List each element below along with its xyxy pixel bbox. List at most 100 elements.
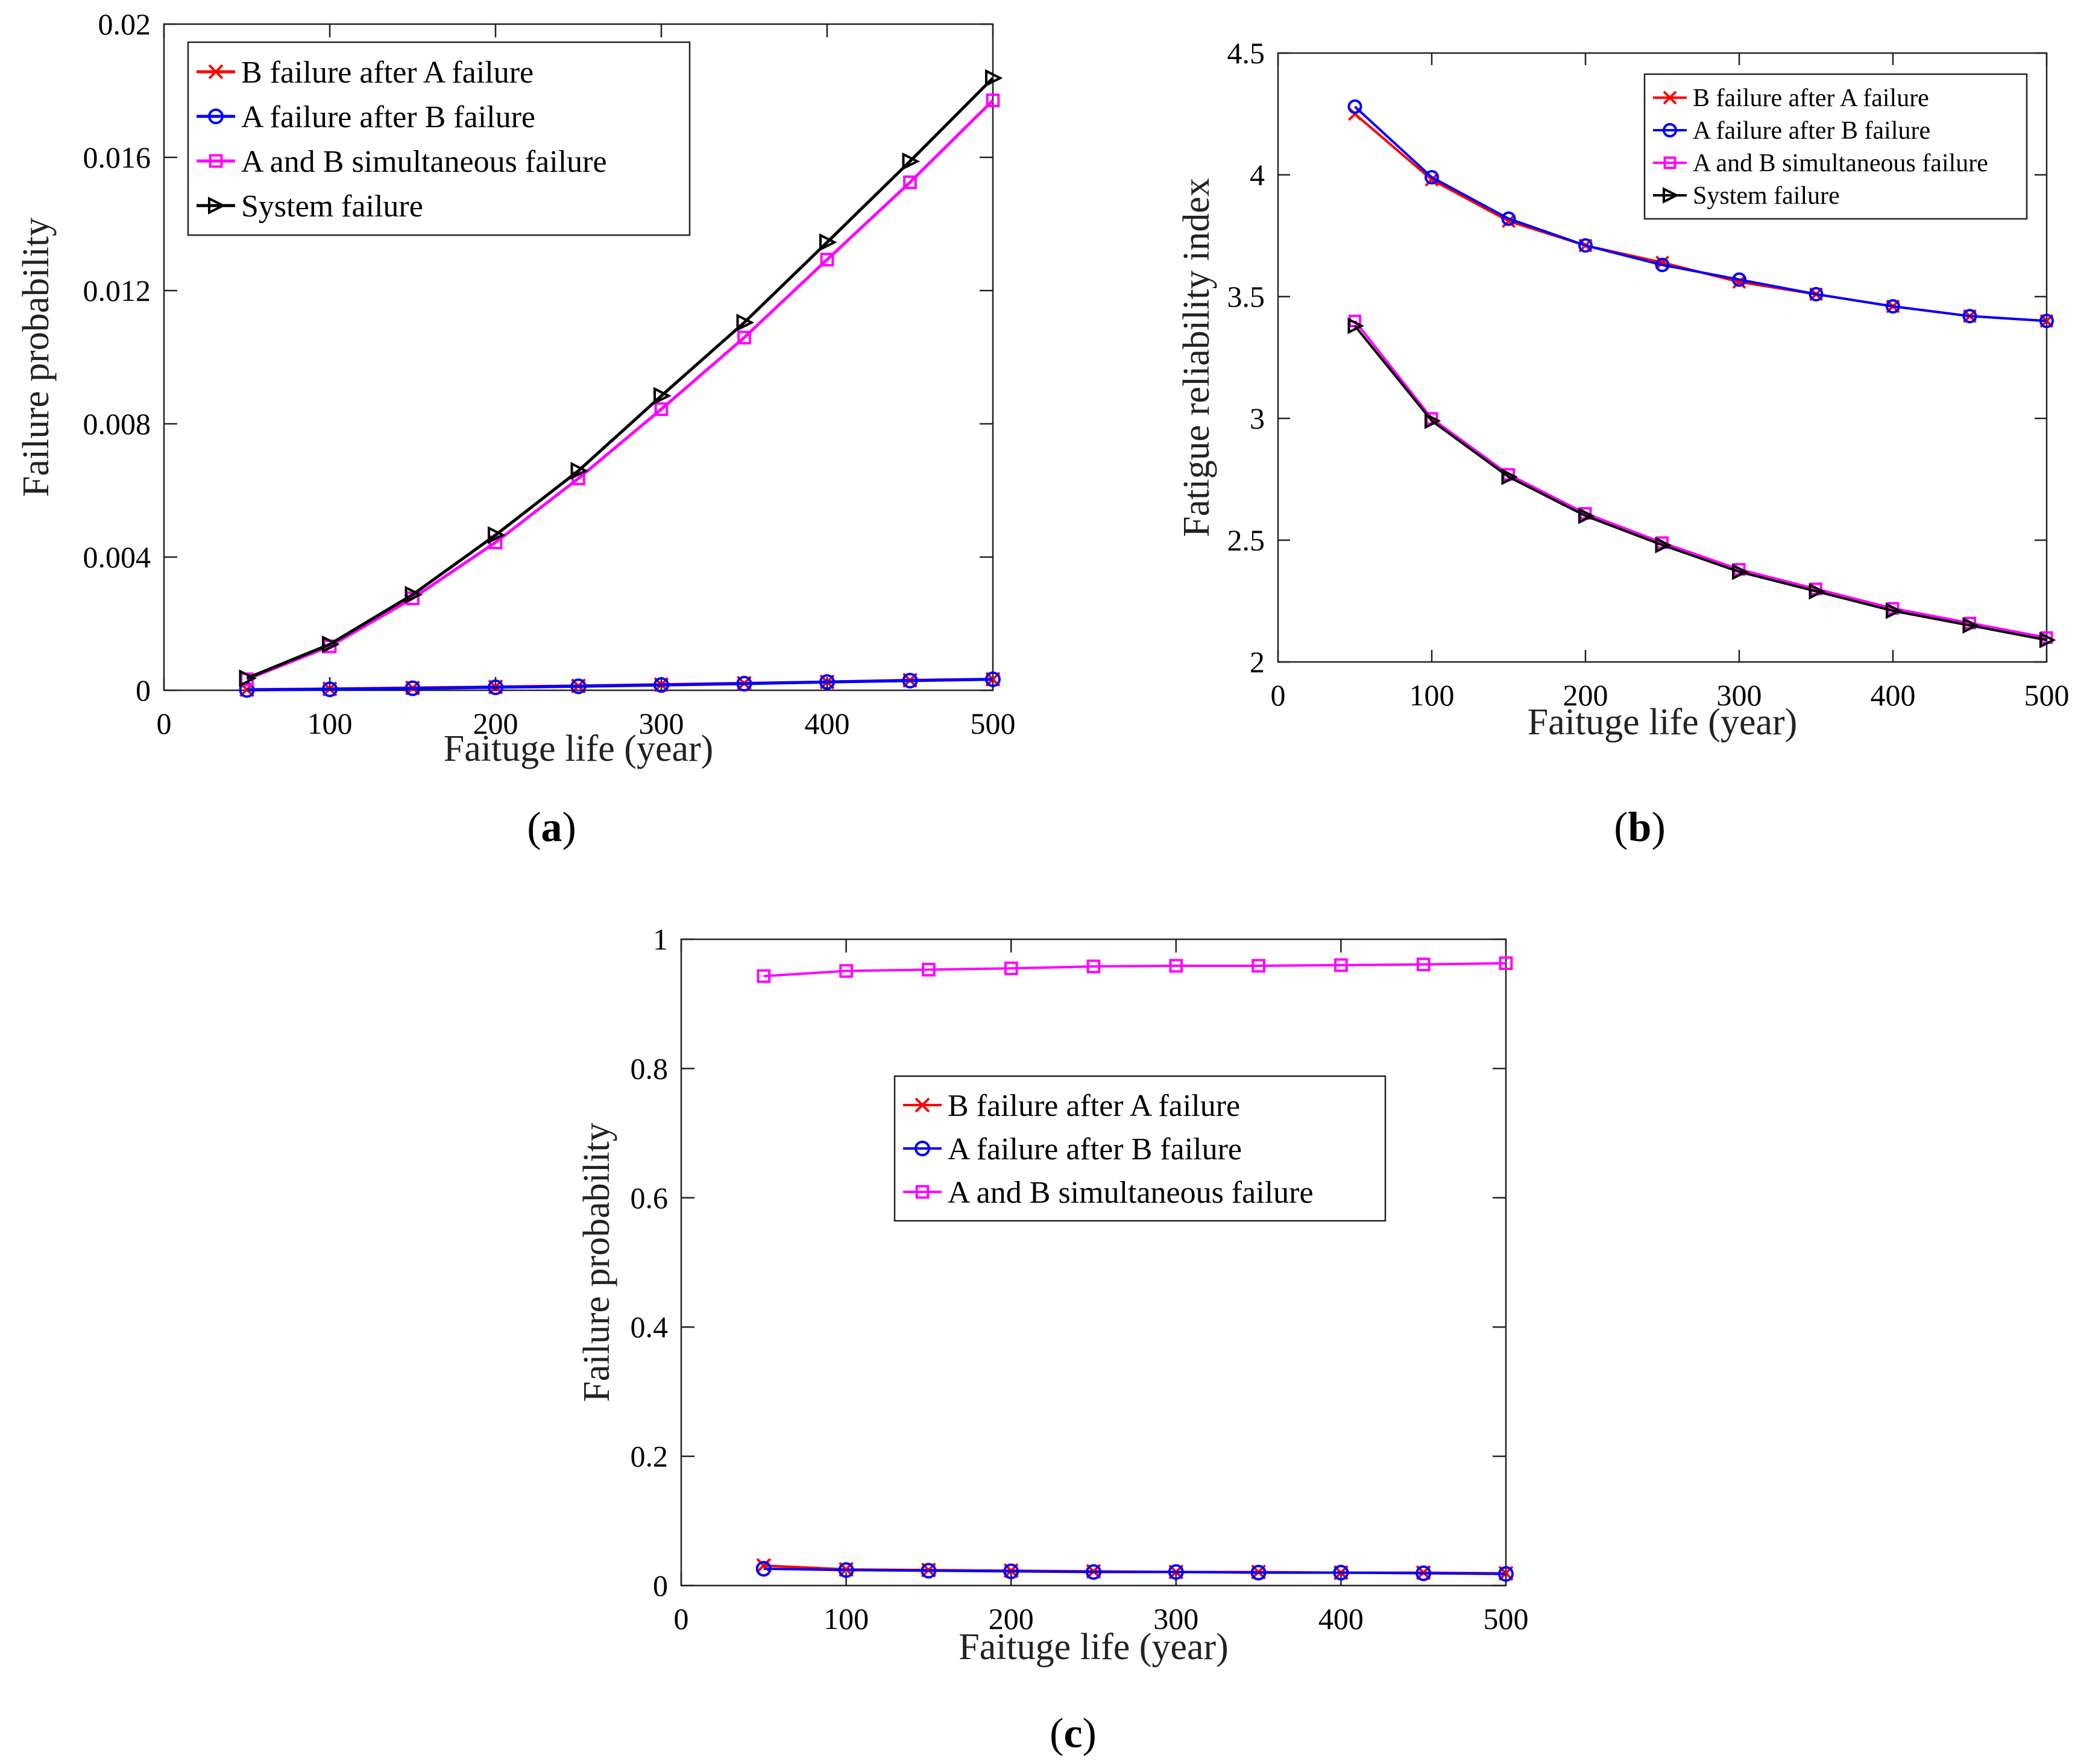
data-point — [488, 526, 506, 544]
data-point — [570, 678, 587, 695]
plot-area-frame — [163, 23, 994, 691]
data-point — [819, 233, 837, 251]
data-point — [1347, 99, 1362, 114]
data-point — [1168, 1564, 1184, 1580]
legend-marker — [915, 1185, 930, 1199]
x-tick-label: 400 — [1871, 678, 1916, 712]
series-black — [1347, 317, 2056, 649]
legend-entry: A failure after B failure — [1693, 117, 1930, 145]
legend-entry: B failure after A failure — [948, 1089, 1240, 1123]
x-axis-label: Faituge life (year) — [1528, 702, 1798, 743]
plot-area-frame — [680, 938, 1507, 1587]
legend-entry: System failure — [241, 189, 423, 224]
legend-marker — [915, 1141, 930, 1156]
chart-c: 0 100 200 300 400 500 0 0.2 0.4 0.6 0.8 1 Faituge li… — [576, 922, 1529, 1757]
legend-entry: A failure after B failure — [948, 1132, 1242, 1167]
series-line — [1353, 320, 2047, 639]
legend: B failure after A failure A failure after… — [1643, 73, 2028, 220]
legend-marker — [208, 197, 226, 215]
legend-box — [187, 41, 691, 236]
chart-b: 0 100 200 300 400 500 2 2.5 3 3.5 4 4.5 Faituge life… — [1176, 36, 2070, 851]
legend: B failure after A failure A failure after… — [893, 1075, 1387, 1222]
data-point — [239, 669, 257, 687]
data-point — [839, 964, 853, 978]
legend-marker — [915, 1097, 930, 1113]
data-point — [1732, 272, 1746, 287]
y-tick-label: 4 — [1250, 158, 1265, 192]
y-tick-label: 0.4 — [631, 1310, 669, 1344]
y-tick-label: 0 — [136, 673, 151, 707]
panel-caption: (c) — [1050, 1710, 1097, 1757]
data-point — [1425, 412, 1441, 429]
y-tick-label: 0.016 — [83, 140, 151, 174]
data-point — [1334, 958, 1348, 972]
y-tick-label: 0.2 — [631, 1440, 669, 1473]
data-point — [1732, 563, 1749, 581]
data-point — [1169, 959, 1183, 973]
data-point — [757, 969, 771, 983]
data-point — [820, 253, 834, 266]
x-tick-label: 500 — [2024, 678, 2070, 712]
plot-area-frame — [1277, 52, 2048, 663]
legend-marker — [208, 109, 224, 124]
data-point — [819, 674, 835, 690]
data-point — [1347, 317, 1364, 335]
x-tick-label: 200 — [473, 707, 518, 740]
caption-letter: c — [1063, 1710, 1082, 1757]
y-tick-label: 2.5 — [1227, 523, 1265, 557]
data-point — [1501, 468, 1518, 485]
y-tick-label: 1 — [653, 922, 668, 956]
x-tick-label: 300 — [1153, 1602, 1198, 1636]
x-tick-label: 0 — [674, 1602, 689, 1636]
series-magenta — [757, 956, 1513, 983]
series-line — [247, 678, 993, 691]
y-tick-label: 0.012 — [83, 274, 151, 307]
legend: B failure after A failure A failure after… — [187, 41, 691, 236]
x-tick-label: 400 — [805, 707, 850, 740]
data-point — [736, 675, 752, 691]
data-point — [405, 680, 421, 696]
x-tick-label: 100 — [823, 1602, 869, 1636]
legend-entry: System failure — [1693, 182, 1840, 210]
legend-marker — [1663, 156, 1677, 169]
series-line — [763, 962, 1507, 978]
data-point — [755, 1561, 772, 1577]
series-line — [1354, 106, 2047, 323]
data-point — [1809, 286, 1824, 301]
legend-marker — [1663, 123, 1677, 137]
data-point — [1499, 956, 1513, 971]
legend-entry: A and B simultaneous failure — [241, 145, 607, 179]
data-point — [1886, 602, 1903, 619]
caption-letter: a — [541, 804, 562, 851]
legend-entry: B failure after A failure — [241, 55, 534, 90]
x-tick-label: 200 — [989, 1602, 1034, 1636]
data-point — [1886, 299, 1900, 314]
series-blue — [1347, 99, 2054, 329]
data-point — [922, 963, 936, 977]
caption-open: ( — [1050, 1710, 1063, 1757]
x-axis-label: Faituge life (year) — [959, 1627, 1229, 1668]
series-magenta — [1349, 314, 2053, 644]
legend-entry: A and B simultaneous failure — [948, 1176, 1314, 1210]
y-tick-label: 0.008 — [83, 407, 151, 441]
data-point — [985, 69, 1003, 87]
caption-open: ( — [1614, 804, 1628, 851]
legend-entry: B failure after A failure — [1693, 84, 1929, 112]
data-point — [921, 1563, 937, 1579]
series-blue — [755, 1561, 1514, 1582]
y-tick-label: 0.6 — [631, 1181, 669, 1215]
series-blue — [239, 671, 1001, 698]
x-tick-label: 500 — [971, 707, 1016, 740]
data-point — [986, 93, 1000, 107]
caption-close: ) — [1651, 804, 1665, 851]
data-point — [239, 682, 255, 698]
legend-entry: A failure after B failure — [241, 100, 535, 134]
data-point — [1416, 957, 1431, 972]
legend-marker — [1663, 187, 1680, 204]
data-point — [653, 677, 669, 693]
legend-marker — [209, 154, 223, 168]
data-point — [1425, 172, 1439, 187]
legend-box — [1643, 73, 2028, 220]
data-point — [1809, 583, 1825, 600]
x-tick-label: 500 — [1484, 1602, 1529, 1636]
